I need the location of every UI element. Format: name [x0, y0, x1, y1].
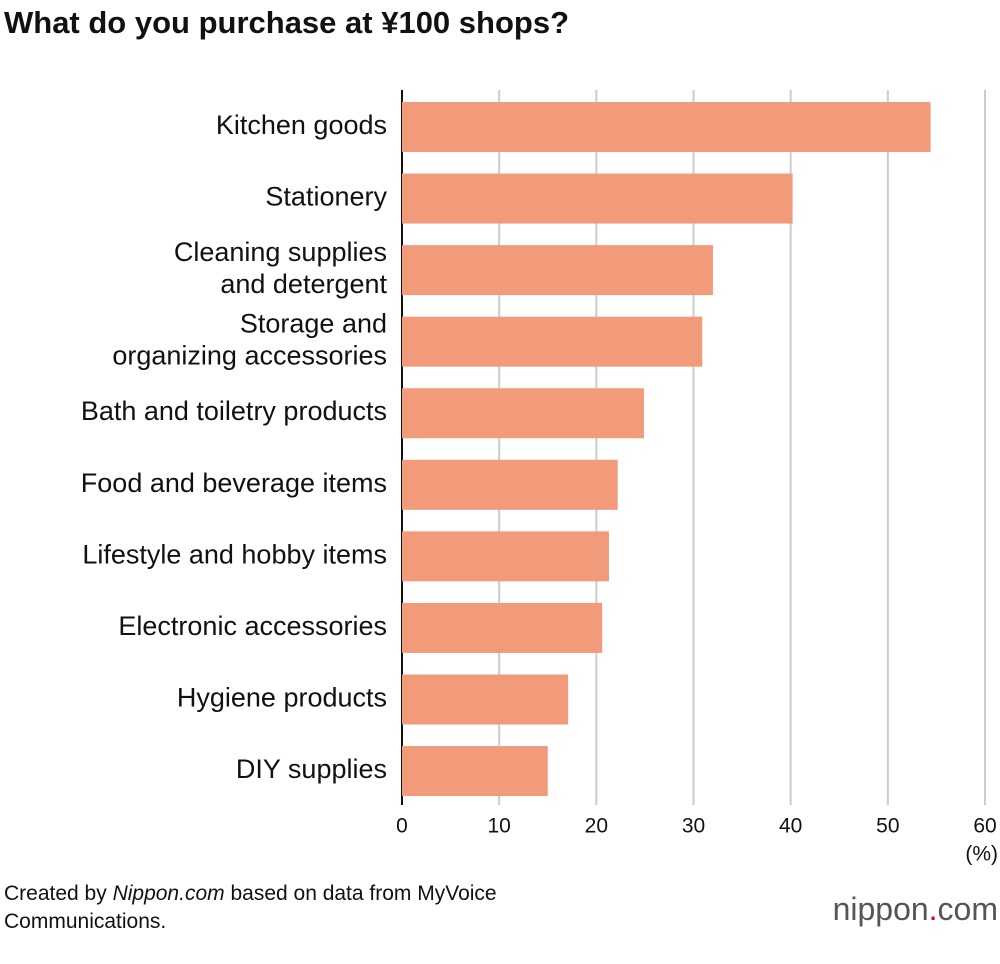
x-tick-label: 30	[682, 815, 705, 838]
y-tick-label: Hygiene products	[177, 683, 387, 713]
bar	[402, 459, 618, 510]
x-tick-label: 0	[396, 815, 408, 838]
bar	[402, 245, 713, 296]
y-tick-label: Lifestyle and hobby items	[82, 539, 387, 569]
source-text: Nippon.com	[112, 882, 225, 905]
y-tick-label: Bath and toiletry products	[81, 396, 387, 426]
y-tick-label: Stationery	[265, 182, 387, 212]
bar	[402, 746, 548, 797]
bar	[402, 388, 644, 439]
y-tick-label: Cleaning supplies and detergent	[174, 237, 388, 299]
x-tick-label: 40	[779, 815, 802, 838]
x-tick-label: 20	[585, 815, 608, 838]
logo: nippon.com	[833, 891, 998, 927]
x-axis-label: (%)	[965, 843, 998, 866]
bar	[402, 531, 609, 582]
x-tick-label: 10	[487, 815, 510, 838]
y-tick-label: DIY supplies	[236, 754, 387, 784]
bar	[402, 674, 569, 725]
bar	[402, 316, 703, 367]
y-tick-label: Kitchen goods	[216, 110, 387, 140]
source-note: Created by Nippon.com based on data from…	[4, 880, 604, 936]
y-tick-label: Electronic accessories	[118, 611, 387, 641]
bar	[402, 102, 931, 152]
y-tick-label: Food and beverage items	[81, 468, 387, 498]
bar	[402, 602, 603, 653]
y-tick-label: Storage and organizing accessories	[112, 309, 387, 371]
source-text: based on data from MyVoice Communication…	[4, 882, 497, 933]
x-tick-label: 50	[876, 815, 899, 838]
bar	[402, 173, 793, 224]
source-text: Created by	[4, 882, 113, 905]
x-tick-label: 60	[973, 815, 996, 838]
chart-title: What do you purchase at ¥100 shops?	[4, 5, 569, 40]
